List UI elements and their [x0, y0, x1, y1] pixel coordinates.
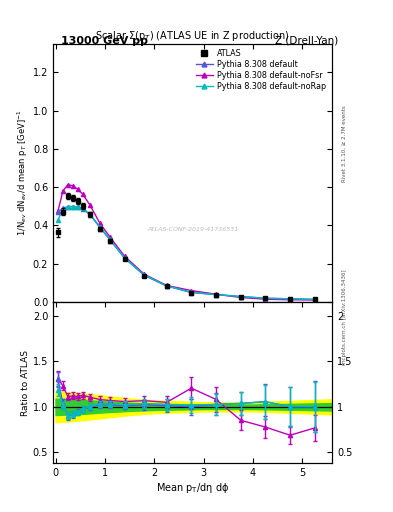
Legend: ATLAS, Pythia 8.308 default, Pythia 8.308 default-noFsr, Pythia 8.308 default-no: ATLAS, Pythia 8.308 default, Pythia 8.30…	[194, 48, 328, 93]
X-axis label: Mean $\mathregular{p_T}$/d$\mathregular{\eta}$ d$\mathregular{\phi}$: Mean $\mathregular{p_T}$/d$\mathregular{…	[156, 481, 229, 495]
Text: Rivet 3.1.10, ≥ 2.7M events: Rivet 3.1.10, ≥ 2.7M events	[342, 105, 347, 182]
Text: 13000 GeV pp: 13000 GeV pp	[61, 36, 148, 46]
Text: Z (Drell-Yan): Z (Drell-Yan)	[275, 36, 338, 46]
Text: mcplots.cern.ch [arXiv:1306.3436]: mcplots.cern.ch [arXiv:1306.3436]	[342, 270, 347, 365]
Title: Scalar Σ(p$_T$) (ATLAS UE in Z production): Scalar Σ(p$_T$) (ATLAS UE in Z productio…	[95, 29, 290, 44]
Y-axis label: 1/N$_{ev}$ dN$_{ev}$/d mean p$_T$ [GeV]$^{-1}$: 1/N$_{ev}$ dN$_{ev}$/d mean p$_T$ [GeV]$…	[16, 110, 30, 236]
Text: ATLAS-CONF-2019-41736531: ATLAS-CONF-2019-41736531	[147, 227, 238, 232]
Y-axis label: Ratio to ATLAS: Ratio to ATLAS	[21, 350, 30, 416]
